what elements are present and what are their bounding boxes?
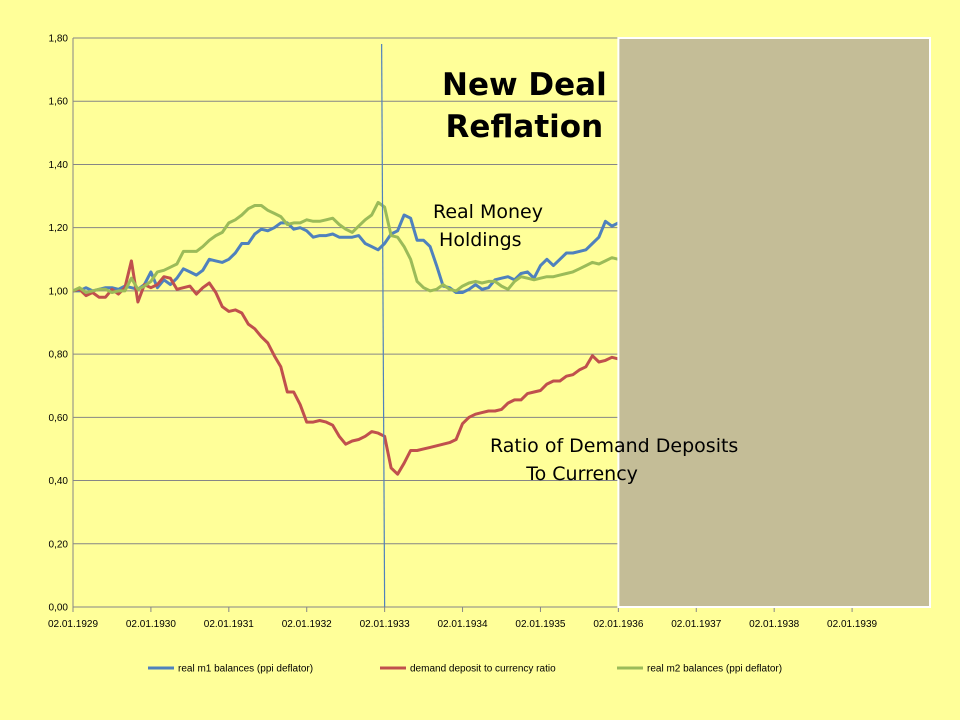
x-tick-label: 02.01.1929 <box>48 619 98 630</box>
y-tick-labels: 0,00 0,20 0,40 0,60 0,80 1,00 1,20 1,40 1,60 1,80 <box>49 34 69 614</box>
legend-label: real m2 balances (ppi deflator) <box>647 664 782 675</box>
x-tick-label: 02.01.1932 <box>282 619 332 630</box>
x-tick-label: 02.01.1937 <box>671 619 721 630</box>
y-tick-label: 1,40 <box>49 160 69 171</box>
y-tick-label: 1,00 <box>49 286 69 297</box>
series-line <box>73 213 633 294</box>
x-tick-label: 02.01.1933 <box>360 619 410 630</box>
annotation-new-deal-reflation: New Deal Reflation <box>442 67 607 145</box>
legend: real m1 balances (ppi deflator) demand de… <box>148 664 782 675</box>
annotation-real-money-holdings: Real Money Holdings <box>433 201 543 251</box>
y-tick-label: 1,60 <box>49 97 69 108</box>
x-tick-label: 02.01.1935 <box>515 619 565 630</box>
series-line <box>72 259 619 476</box>
annotation-ratio-deposits-currency: Ratio of Demand Deposits To Currency <box>490 435 739 485</box>
y-tick-label: 1,20 <box>49 223 69 234</box>
legend-label: demand deposit to currency ratio <box>410 664 556 675</box>
x-tick-label: 02.01.1939 <box>827 619 877 630</box>
y-tick-label: 0,00 <box>49 603 69 614</box>
x-tick-label: 02.01.1930 <box>126 619 176 630</box>
x-tick-label: 02.01.1931 <box>204 619 254 630</box>
y-tick-label: 0,80 <box>49 350 69 361</box>
x-tick-label: 02.01.1938 <box>749 619 799 630</box>
x-tick-label: 02.01.1934 <box>438 619 488 630</box>
y-tick-label: 1,80 <box>49 34 69 45</box>
y-tick-label: 0,40 <box>49 476 69 487</box>
y-tick-label: 0,60 <box>49 413 69 424</box>
y-tick-label: 0,20 <box>49 539 69 550</box>
x-tick-labels: 02.01.1929 02.01.1930 02.01.1931 02.01.1932… <box>48 619 878 630</box>
series-lines <box>72 200 633 476</box>
x-tick-label: 02.01.1936 <box>593 619 643 630</box>
new-deal-marker-line <box>381 43 386 608</box>
masking-box <box>617 37 931 608</box>
legend-label: real m1 balances (ppi deflator) <box>178 664 313 675</box>
series-line <box>72 200 619 294</box>
